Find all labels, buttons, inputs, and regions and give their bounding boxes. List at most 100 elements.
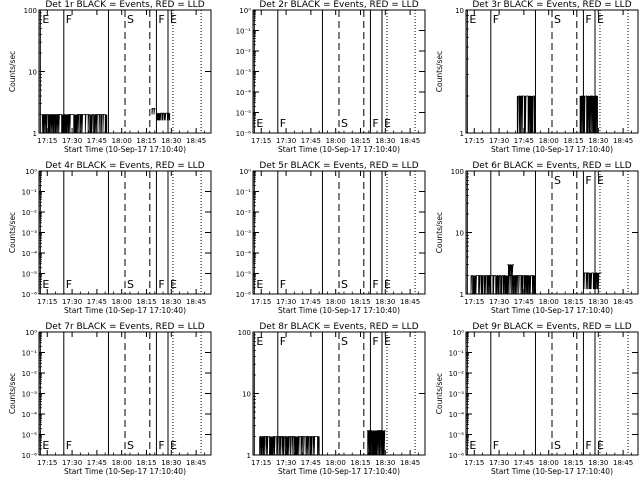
- x-axis-label: Start Time (10-Sep-17 17:10:40): [278, 467, 400, 476]
- marker-label: E: [469, 439, 476, 452]
- y-tick-label: 10⁻²: [22, 209, 38, 217]
- y-tick-label: 10⁻⁵: [22, 432, 38, 440]
- y-tick-label: 10⁻¹: [22, 189, 38, 197]
- chart-title: Det 8r BLACK = Events, RED = LLD: [259, 322, 418, 332]
- x-tick-label: 18:45: [400, 459, 420, 467]
- event-series-segment: [259, 436, 320, 456]
- chart-title: Det 7r BLACK = Events, RED = LLD: [45, 322, 204, 332]
- x-tick-label: 17:15: [37, 298, 57, 306]
- marker-label: F: [280, 117, 286, 130]
- chart-title: Det 4r BLACK = Events, RED = LLD: [45, 161, 204, 171]
- marker-label: E: [384, 335, 391, 348]
- y-tick-label: 10⁻⁶: [22, 291, 38, 299]
- x-tick-label: 17:30: [62, 459, 82, 467]
- chart-title: Det 9r BLACK = Events, RED = LLD: [472, 322, 631, 332]
- marker-label: F: [158, 13, 164, 26]
- y-tick-label: 10: [28, 69, 37, 77]
- y-tick-label: 1: [33, 130, 37, 138]
- x-tick-label: 17:15: [37, 137, 57, 145]
- marker-label: E: [597, 174, 604, 187]
- y-tick-label: 100: [24, 7, 37, 15]
- x-tick-label: 17:30: [276, 137, 296, 145]
- x-tick-label: 17:15: [251, 137, 271, 145]
- y-tick-label: 10⁻³: [236, 230, 252, 238]
- x-tick-label: 18:00: [539, 298, 559, 306]
- marker-label: E: [384, 278, 391, 291]
- x-tick-label: 17:15: [37, 459, 57, 467]
- y-tick-label: 10⁻¹: [449, 350, 465, 358]
- y-tick-label: 10⁻⁶: [449, 452, 465, 460]
- x-tick-label: 18:15: [563, 298, 583, 306]
- x-axis-label: Start Time (10-Sep-17 17:10:40): [491, 145, 613, 154]
- marker-label: S: [554, 174, 561, 187]
- x-axis-label: Start Time (10-Sep-17 17:10:40): [491, 467, 613, 476]
- chart-panel-1: Det 1r BLACK = Events, RED = LLD 17:15 17:…: [8, 0, 212, 154]
- x-tick-label: 17:30: [276, 459, 296, 467]
- x-tick-label: 17:45: [514, 459, 534, 467]
- y-tick-label: 1: [460, 291, 464, 299]
- y-tick-label: 10⁰: [452, 329, 464, 337]
- chart-panel-7: Det 7r BLACK = Events, RED = LLD 17:15 17:…: [8, 322, 212, 476]
- marker-label: E: [597, 13, 604, 26]
- x-tick-label: 17:45: [301, 459, 321, 467]
- y-tick-label: 10: [455, 7, 464, 15]
- event-series-segment: [583, 272, 602, 290]
- x-tick-label: 17:45: [87, 137, 107, 145]
- x-tick-label: 18:30: [588, 298, 608, 306]
- x-tick-label: 18:15: [136, 137, 156, 145]
- marker-label: E: [42, 439, 49, 452]
- chart-panel-4: Det 4r BLACK = Events, RED = LLD 17:15 17:…: [8, 161, 212, 315]
- chart-panel-5: Det 5r BLACK = Events, RED = LLD 17:15 17:…: [236, 161, 426, 315]
- marker-label: F: [585, 174, 591, 187]
- x-tick-label: 18:15: [136, 459, 156, 467]
- x-tick-label: 17:45: [514, 137, 534, 145]
- x-tick-label: 17:30: [489, 137, 509, 145]
- y-tick-label: 10⁻⁶: [22, 452, 38, 460]
- x-tick-label: 17:30: [489, 298, 509, 306]
- chart-title: Det 2r BLACK = Events, RED = LLD: [259, 0, 418, 10]
- x-tick-label: 18:00: [539, 137, 559, 145]
- marker-label: E: [256, 117, 263, 130]
- y-tick-label: 10⁻¹: [236, 189, 252, 197]
- x-tick-label: 18:15: [563, 137, 583, 145]
- x-tick-label: 17:15: [251, 459, 271, 467]
- marker-label: E: [42, 278, 49, 291]
- x-axis-label: Start Time (10-Sep-17 17:10:40): [64, 145, 186, 154]
- x-tick-label: 18:00: [112, 298, 132, 306]
- marker-label: S: [341, 117, 348, 130]
- chart-panel-6: Det 6r BLACK = Events, RED = LLD 17:15 17:…: [435, 161, 639, 315]
- x-tick-label: 18:45: [613, 137, 633, 145]
- x-tick-label: 18:45: [186, 298, 206, 306]
- marker-label: F: [585, 439, 591, 452]
- event-series-segment: [470, 275, 535, 295]
- x-tick-label: 18:45: [186, 137, 206, 145]
- marker-label: E: [469, 13, 476, 26]
- marker-label: S: [341, 335, 348, 348]
- x-tick-label: 18:30: [161, 298, 181, 306]
- y-tick-label: 10⁻³: [22, 391, 38, 399]
- x-tick-label: 18:15: [563, 459, 583, 467]
- event-series-segment: [367, 430, 386, 456]
- y-tick-label: 10⁻²: [22, 370, 38, 378]
- x-tick-label: 17:15: [464, 137, 484, 145]
- x-tick-label: 18:00: [326, 298, 346, 306]
- x-tick-label: 17:30: [62, 298, 82, 306]
- marker-label: E: [170, 13, 177, 26]
- chart-title: Det 5r BLACK = Events, RED = LLD: [259, 161, 418, 171]
- x-tick-label: 17:15: [464, 459, 484, 467]
- x-tick-label: 17:30: [489, 459, 509, 467]
- y-tick-label: 10⁻²: [449, 370, 465, 378]
- x-axis-label: Start Time (10-Sep-17 17:10:40): [64, 467, 186, 476]
- chart-panel-2: Det 2r BLACK = Events, RED = LLD 17:15 17:…: [236, 0, 426, 154]
- x-tick-label: 17:30: [276, 298, 296, 306]
- y-tick-label: 10⁻⁶: [236, 130, 252, 138]
- x-tick-label: 17:45: [301, 298, 321, 306]
- y-tick-label: 10⁰: [239, 168, 251, 176]
- marker-label: S: [341, 278, 348, 291]
- marker-label: E: [42, 13, 49, 26]
- marker-label: S: [127, 278, 134, 291]
- x-tick-label: 18:30: [161, 137, 181, 145]
- y-tick-label: 10⁻⁵: [22, 271, 38, 279]
- marker-label: E: [170, 278, 177, 291]
